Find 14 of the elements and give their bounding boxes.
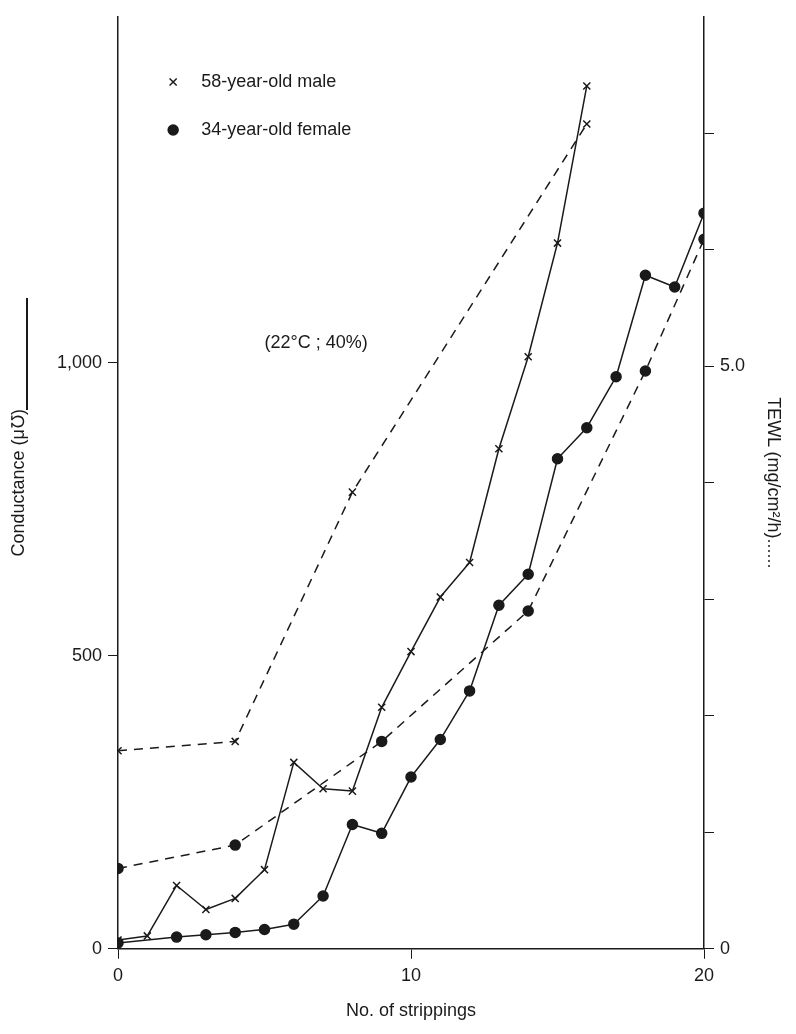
x-axis-title: No. of strippings: [345, 1000, 477, 1021]
y2-axis-title: TEWL (mg/cm²/h)......: [764, 397, 785, 569]
annotation: (22°C ; 40%): [264, 331, 368, 352]
y2-tick-label: 0: [720, 937, 731, 958]
y-tick-label: 1,000: [56, 351, 102, 372]
x-tick-label: 0: [112, 964, 124, 985]
y2-tick-label: 5.0: [720, 355, 746, 376]
y-tick-label: 500: [71, 644, 102, 665]
x-tick-label: 10: [400, 964, 422, 985]
y-axis-title: Conductance (μ℧): [7, 409, 28, 557]
legend-label: 34-year-old female: [201, 119, 352, 140]
legend-label: 58-year-old male: [201, 71, 337, 92]
x-tick-label: 20: [693, 964, 715, 985]
y-tick-label: 0: [91, 937, 102, 958]
